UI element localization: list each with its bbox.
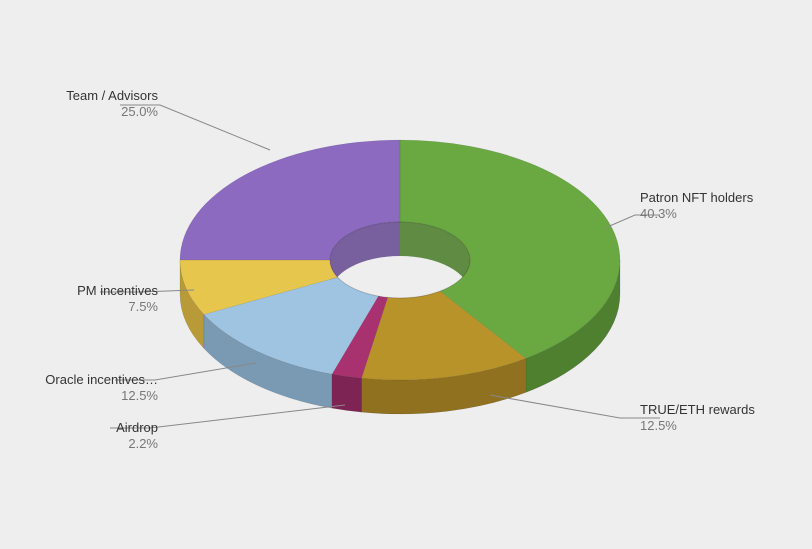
slice-label-name: Airdrop: [8, 420, 158, 436]
slice-label-oracle: Oracle incentives…12.5%: [8, 372, 158, 405]
donut-chart: Patron NFT holders40.3%TRUE/ETH rewards1…: [0, 0, 812, 549]
donut-svg: [0, 0, 812, 549]
slice-label-name: Team / Advisors: [8, 88, 158, 104]
slice-label-pct: 2.2%: [8, 436, 158, 452]
slice-label-name: Patron NFT holders: [640, 190, 753, 206]
slice-label-name: Oracle incentives…: [8, 372, 158, 388]
slice-label-airdrop: Airdrop2.2%: [8, 420, 158, 453]
slice-label-trueeth: TRUE/ETH rewards12.5%: [640, 402, 755, 435]
slice-label-patron: Patron NFT holders40.3%: [640, 190, 753, 223]
slice-label-pct: 12.5%: [8, 388, 158, 404]
slice-label-pct: 7.5%: [8, 299, 158, 315]
slice-label-pct: 40.3%: [640, 206, 753, 222]
slice-label-team: Team / Advisors25.0%: [8, 88, 158, 121]
slice-label-pct: 25.0%: [8, 104, 158, 120]
slice-label-name: PM incentives: [8, 283, 158, 299]
slice-label-name: TRUE/ETH rewards: [640, 402, 755, 418]
slice-label-pm: PM incentives7.5%: [8, 283, 158, 316]
slice-label-pct: 12.5%: [640, 418, 755, 434]
